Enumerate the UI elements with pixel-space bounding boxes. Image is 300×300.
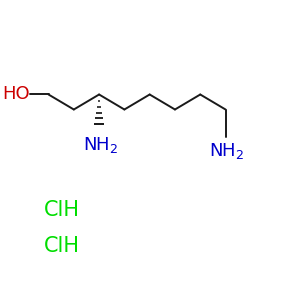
Text: HO: HO [2,85,29,103]
Text: ClH: ClH [44,236,80,256]
Text: NH$_2$: NH$_2$ [83,135,118,155]
Text: NH$_2$: NH$_2$ [209,141,244,161]
Text: ClH: ClH [44,200,80,220]
